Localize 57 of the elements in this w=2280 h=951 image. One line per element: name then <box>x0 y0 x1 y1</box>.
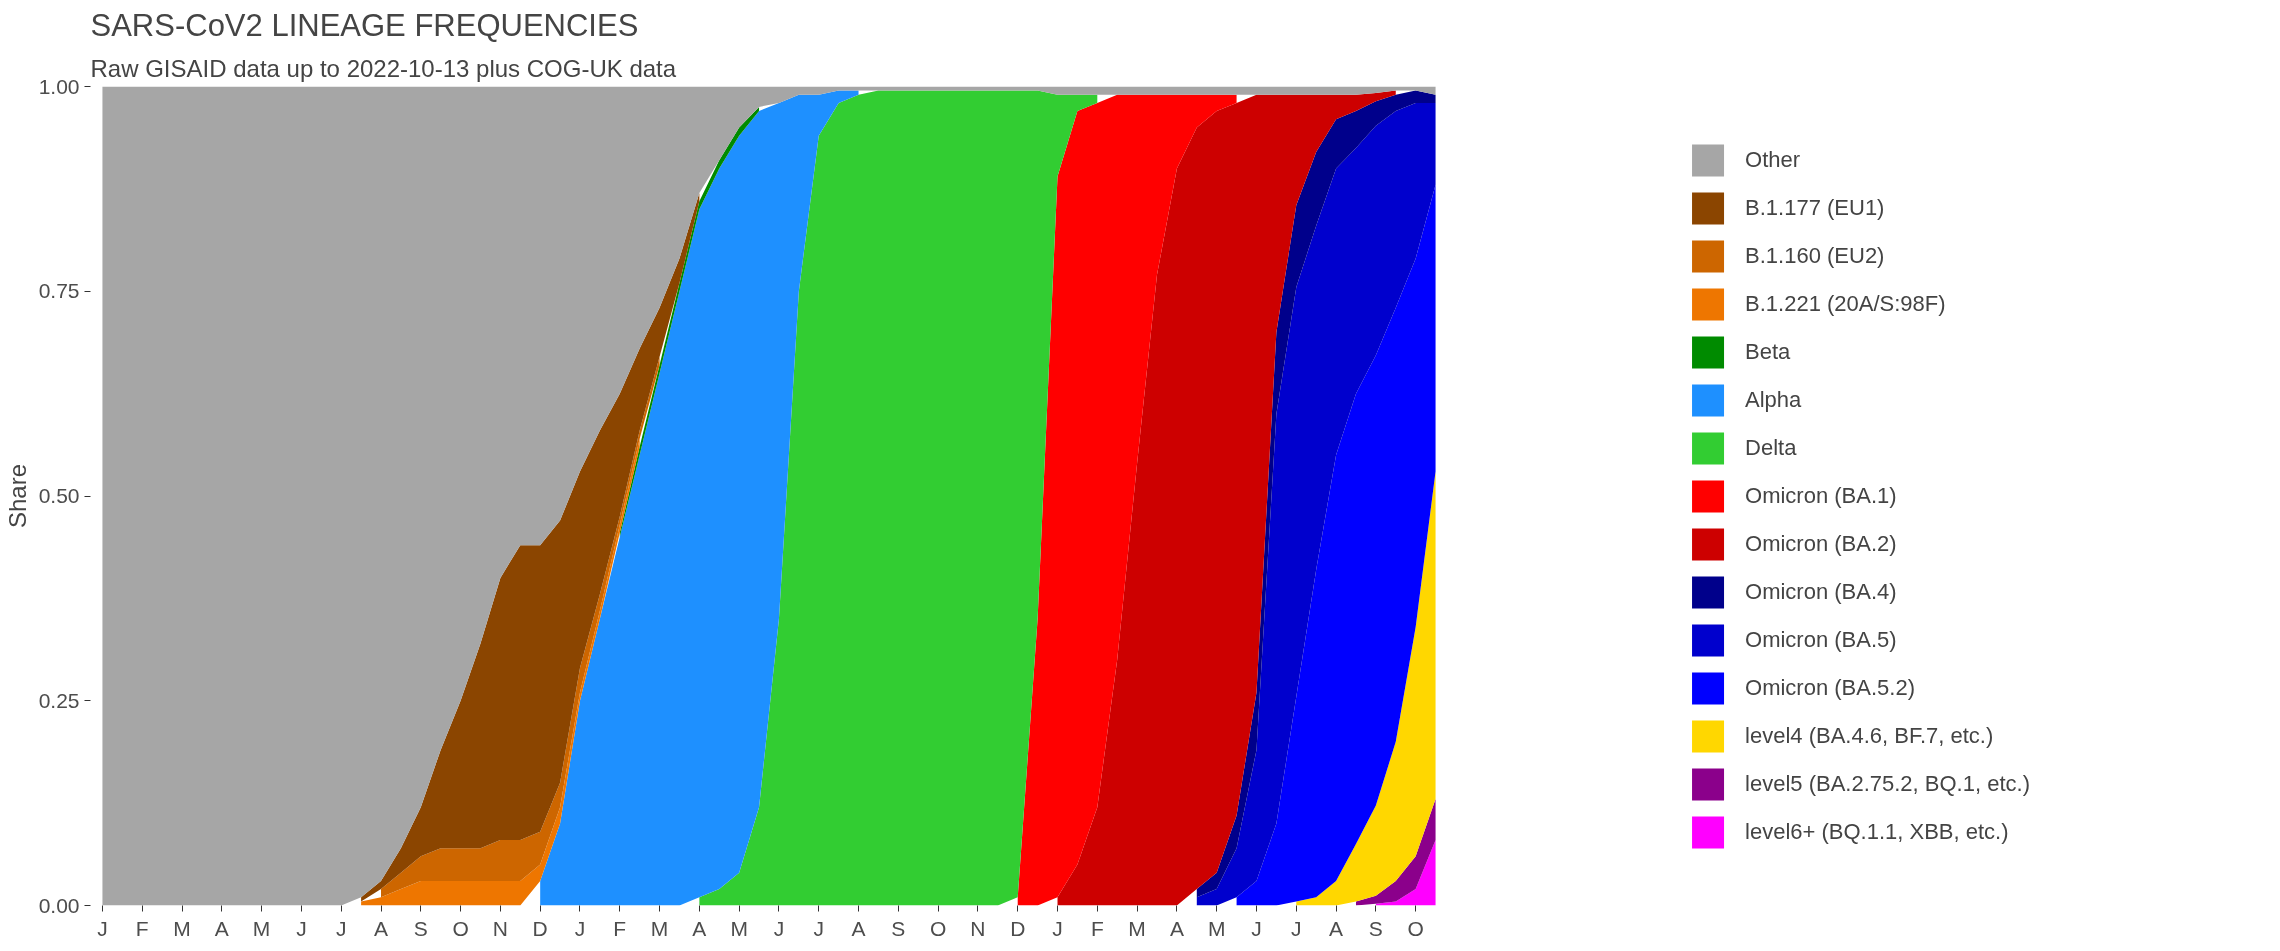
x-tick-label: A <box>1169 916 1184 940</box>
x-tick-label: J <box>773 916 785 940</box>
x-tick-label: S <box>891 916 906 940</box>
legend-label: Omicron (BA.5) <box>1745 626 1897 653</box>
legend-label: B.1.160 (EU2) <box>1745 242 1885 269</box>
legend-label: Other <box>1745 146 1801 173</box>
y-tick-label: 0.00 <box>38 893 80 917</box>
x-tick-label: A <box>374 916 389 940</box>
x-tick-label: F <box>135 916 149 940</box>
y-tick-label: 0.50 <box>38 484 80 507</box>
x-tick-label: N <box>492 916 508 940</box>
legend-label: Delta <box>1745 434 1797 461</box>
legend-label: Beta <box>1745 338 1791 365</box>
x-tick-label: F <box>613 916 627 940</box>
x-tick-label: J <box>813 916 824 940</box>
legend-label: B.1.221 (20A/S:98F) <box>1745 290 1946 317</box>
x-tick-label: A <box>692 916 707 940</box>
x-tick-label: J <box>97 916 108 940</box>
x-tick-label: J <box>335 916 347 940</box>
x-tick-label: M <box>173 916 191 940</box>
x-tick-label: S <box>1368 916 1383 940</box>
x-tick-label: S <box>413 916 428 940</box>
y-tick-label: 0.75 <box>38 279 80 303</box>
legend-label: level6+ (BQ.1.1, XBB, etc.) <box>1745 818 2009 845</box>
x-tick-label: J <box>574 916 586 940</box>
y-tick-label: 1.00 <box>38 74 80 98</box>
x-tick-label: J <box>1052 916 1063 940</box>
legend-label: Omicron (BA.2) <box>1745 530 1897 557</box>
x-tick-label: A <box>851 916 866 940</box>
legend-label: level5 (BA.2.75.2, BQ.1, etc.) <box>1745 770 2030 797</box>
legend-label: Omicron (BA.5.2) <box>1745 674 1915 701</box>
x-tick-label: N <box>970 916 986 940</box>
chart-subtitle: Raw GISAID data up to 2022-10-13 plus COG-UK data <box>90 54 677 82</box>
x-tick-label: O <box>1407 916 1424 940</box>
x-tick-label: A <box>1329 916 1344 940</box>
y-axis-title: Share <box>3 463 31 529</box>
legend-label: Omicron (BA.1) <box>1745 482 1897 509</box>
chart-title: SARS-CoV2 LINEAGE FREQUENCIES <box>90 7 639 43</box>
x-tick-label: D <box>532 916 548 940</box>
x-tick-label: J <box>1251 916 1262 940</box>
legend-label: Omicron (BA.4) <box>1745 578 1897 605</box>
x-tick-label: M <box>730 916 748 940</box>
x-tick-label: D <box>1010 916 1026 940</box>
x-tick-label: A <box>214 916 229 940</box>
legend-label: level4 (BA.4.6, BF.7, etc.) <box>1745 722 1994 749</box>
x-tick-label: J <box>296 916 307 940</box>
y-tick-label: 0.25 <box>38 688 80 712</box>
legend-label: B.1.177 (EU1) <box>1745 194 1885 221</box>
x-tick-label: M <box>650 916 669 940</box>
x-tick-label: O <box>929 916 947 940</box>
x-tick-label: M <box>252 916 271 940</box>
x-tick-label: M <box>1128 916 1146 940</box>
x-tick-label: O <box>452 916 469 940</box>
x-tick-label: F <box>1090 916 1104 940</box>
x-tick-label: M <box>1207 916 1226 940</box>
x-tick-label: J <box>1291 916 1302 940</box>
legend-label: Alpha <box>1745 386 1802 413</box>
